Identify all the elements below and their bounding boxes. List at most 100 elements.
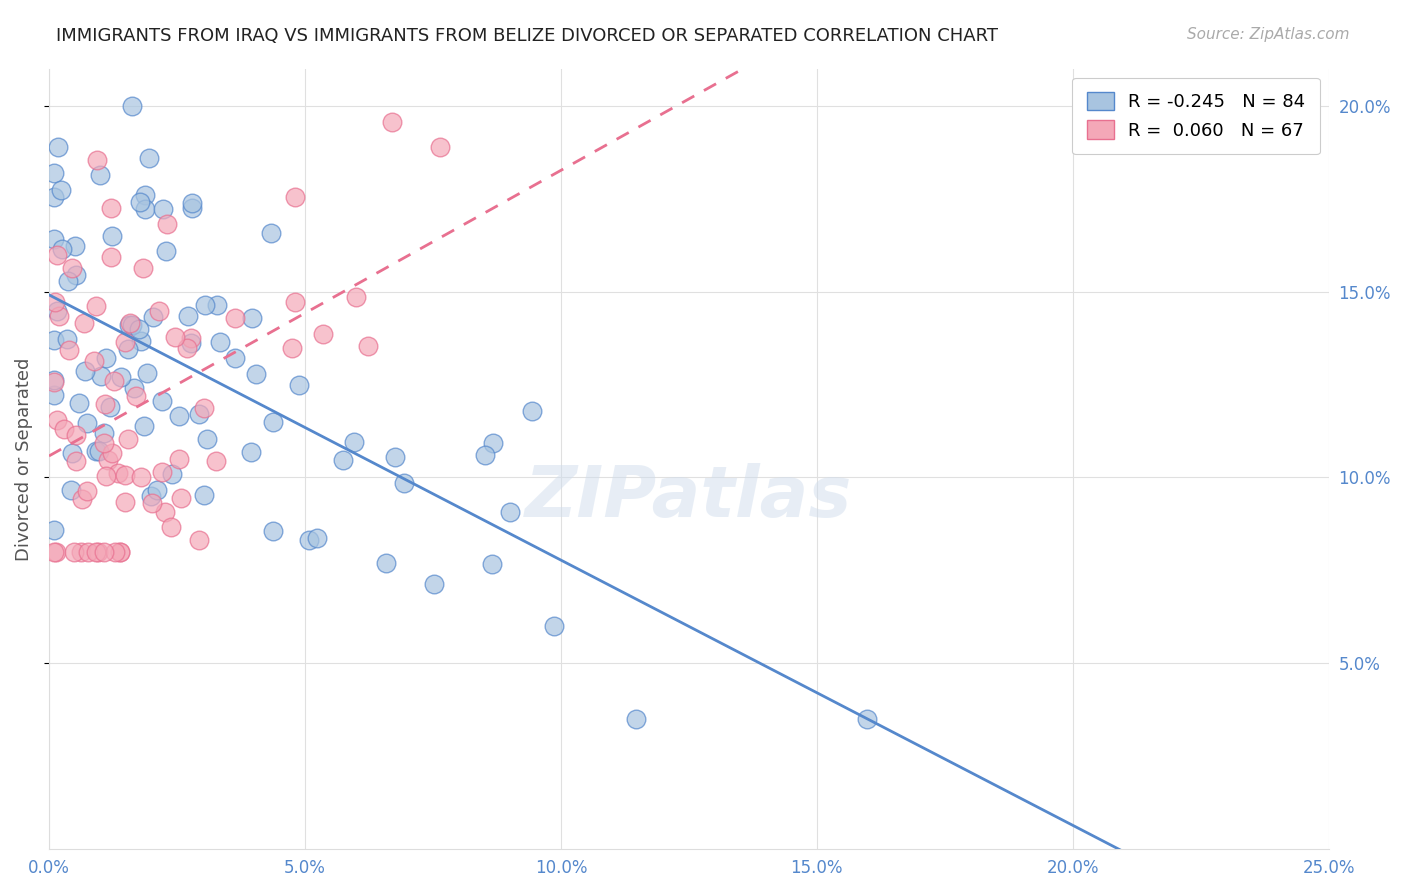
Point	[176, 341, 198, 355]
Point	[543, 619, 565, 633]
Point	[86, 545, 108, 559]
Point	[86, 153, 108, 167]
Point	[180, 331, 202, 345]
Point	[110, 370, 132, 384]
Point	[60, 483, 83, 498]
Point	[44, 232, 66, 246]
Point	[344, 290, 367, 304]
Point	[429, 140, 451, 154]
Point	[48, 309, 70, 323]
Point	[62, 260, 84, 275]
Point	[46, 140, 69, 154]
Point	[84, 299, 107, 313]
Point	[138, 151, 160, 165]
Point	[374, 556, 396, 570]
Point	[245, 367, 267, 381]
Point	[139, 489, 162, 503]
Point	[132, 418, 155, 433]
Point	[51, 243, 73, 257]
Point	[193, 401, 215, 416]
Point	[624, 712, 647, 726]
Point	[42, 524, 65, 538]
Point	[49, 183, 72, 197]
Point	[135, 367, 157, 381]
Point	[283, 190, 305, 204]
Point	[114, 495, 136, 509]
Point	[128, 322, 150, 336]
Point	[65, 454, 87, 468]
Point	[108, 545, 131, 559]
Point	[856, 712, 879, 726]
Point	[114, 335, 136, 350]
Point	[129, 470, 152, 484]
Point	[499, 505, 522, 519]
Point	[90, 369, 112, 384]
Point	[120, 316, 142, 330]
Text: IMMIGRANTS FROM IRAQ VS IMMIGRANTS FROM BELIZE DIVORCED OR SEPARATED CORRELATION: IMMIGRANTS FROM IRAQ VS IMMIGRANTS FROM …	[56, 27, 998, 45]
Point	[87, 444, 110, 458]
Point	[73, 364, 96, 378]
Point	[44, 295, 66, 310]
Point	[193, 488, 215, 502]
Point	[100, 229, 122, 244]
Point	[392, 476, 415, 491]
Point	[76, 483, 98, 498]
Point	[146, 483, 169, 497]
Point	[162, 467, 184, 482]
Point	[160, 520, 183, 534]
Point	[70, 545, 93, 559]
Point	[56, 332, 79, 346]
Point	[312, 326, 335, 341]
Point	[298, 533, 321, 547]
Point	[70, 491, 93, 506]
Point	[97, 452, 120, 467]
Point	[108, 545, 131, 559]
Point	[155, 505, 177, 519]
Point	[280, 341, 302, 355]
Point	[150, 393, 173, 408]
Point	[384, 450, 406, 465]
Text: ZIPatlas: ZIPatlas	[526, 464, 852, 533]
Point	[65, 268, 87, 282]
Point	[481, 557, 503, 571]
Point	[84, 444, 107, 458]
Point	[169, 491, 191, 505]
Point	[129, 334, 152, 348]
Point	[381, 115, 404, 129]
Text: Source: ZipAtlas.com: Source: ZipAtlas.com	[1187, 27, 1350, 42]
Point	[100, 201, 122, 215]
Point	[180, 336, 202, 351]
Point	[45, 413, 67, 427]
Point	[87, 545, 110, 559]
Point	[100, 251, 122, 265]
Point	[42, 545, 65, 559]
Point	[104, 545, 127, 559]
Point	[117, 432, 139, 446]
Point	[141, 496, 163, 510]
Point	[42, 190, 65, 204]
Point	[42, 388, 65, 402]
Point	[60, 446, 83, 460]
Point	[474, 448, 496, 462]
Point	[423, 576, 446, 591]
Point	[155, 217, 177, 231]
Point	[204, 453, 226, 467]
Point	[332, 453, 354, 467]
Point	[101, 446, 124, 460]
Point	[260, 226, 283, 240]
Point	[114, 467, 136, 482]
Point	[187, 533, 209, 548]
Point	[195, 432, 218, 446]
Point	[262, 416, 284, 430]
Point	[45, 304, 67, 318]
Point	[56, 274, 79, 288]
Point	[117, 343, 139, 357]
Point	[94, 351, 117, 365]
Point	[155, 244, 177, 258]
Point	[52, 422, 75, 436]
Point	[93, 436, 115, 450]
Point	[83, 353, 105, 368]
Point	[134, 202, 156, 216]
Point	[482, 436, 505, 450]
Point	[132, 260, 155, 275]
